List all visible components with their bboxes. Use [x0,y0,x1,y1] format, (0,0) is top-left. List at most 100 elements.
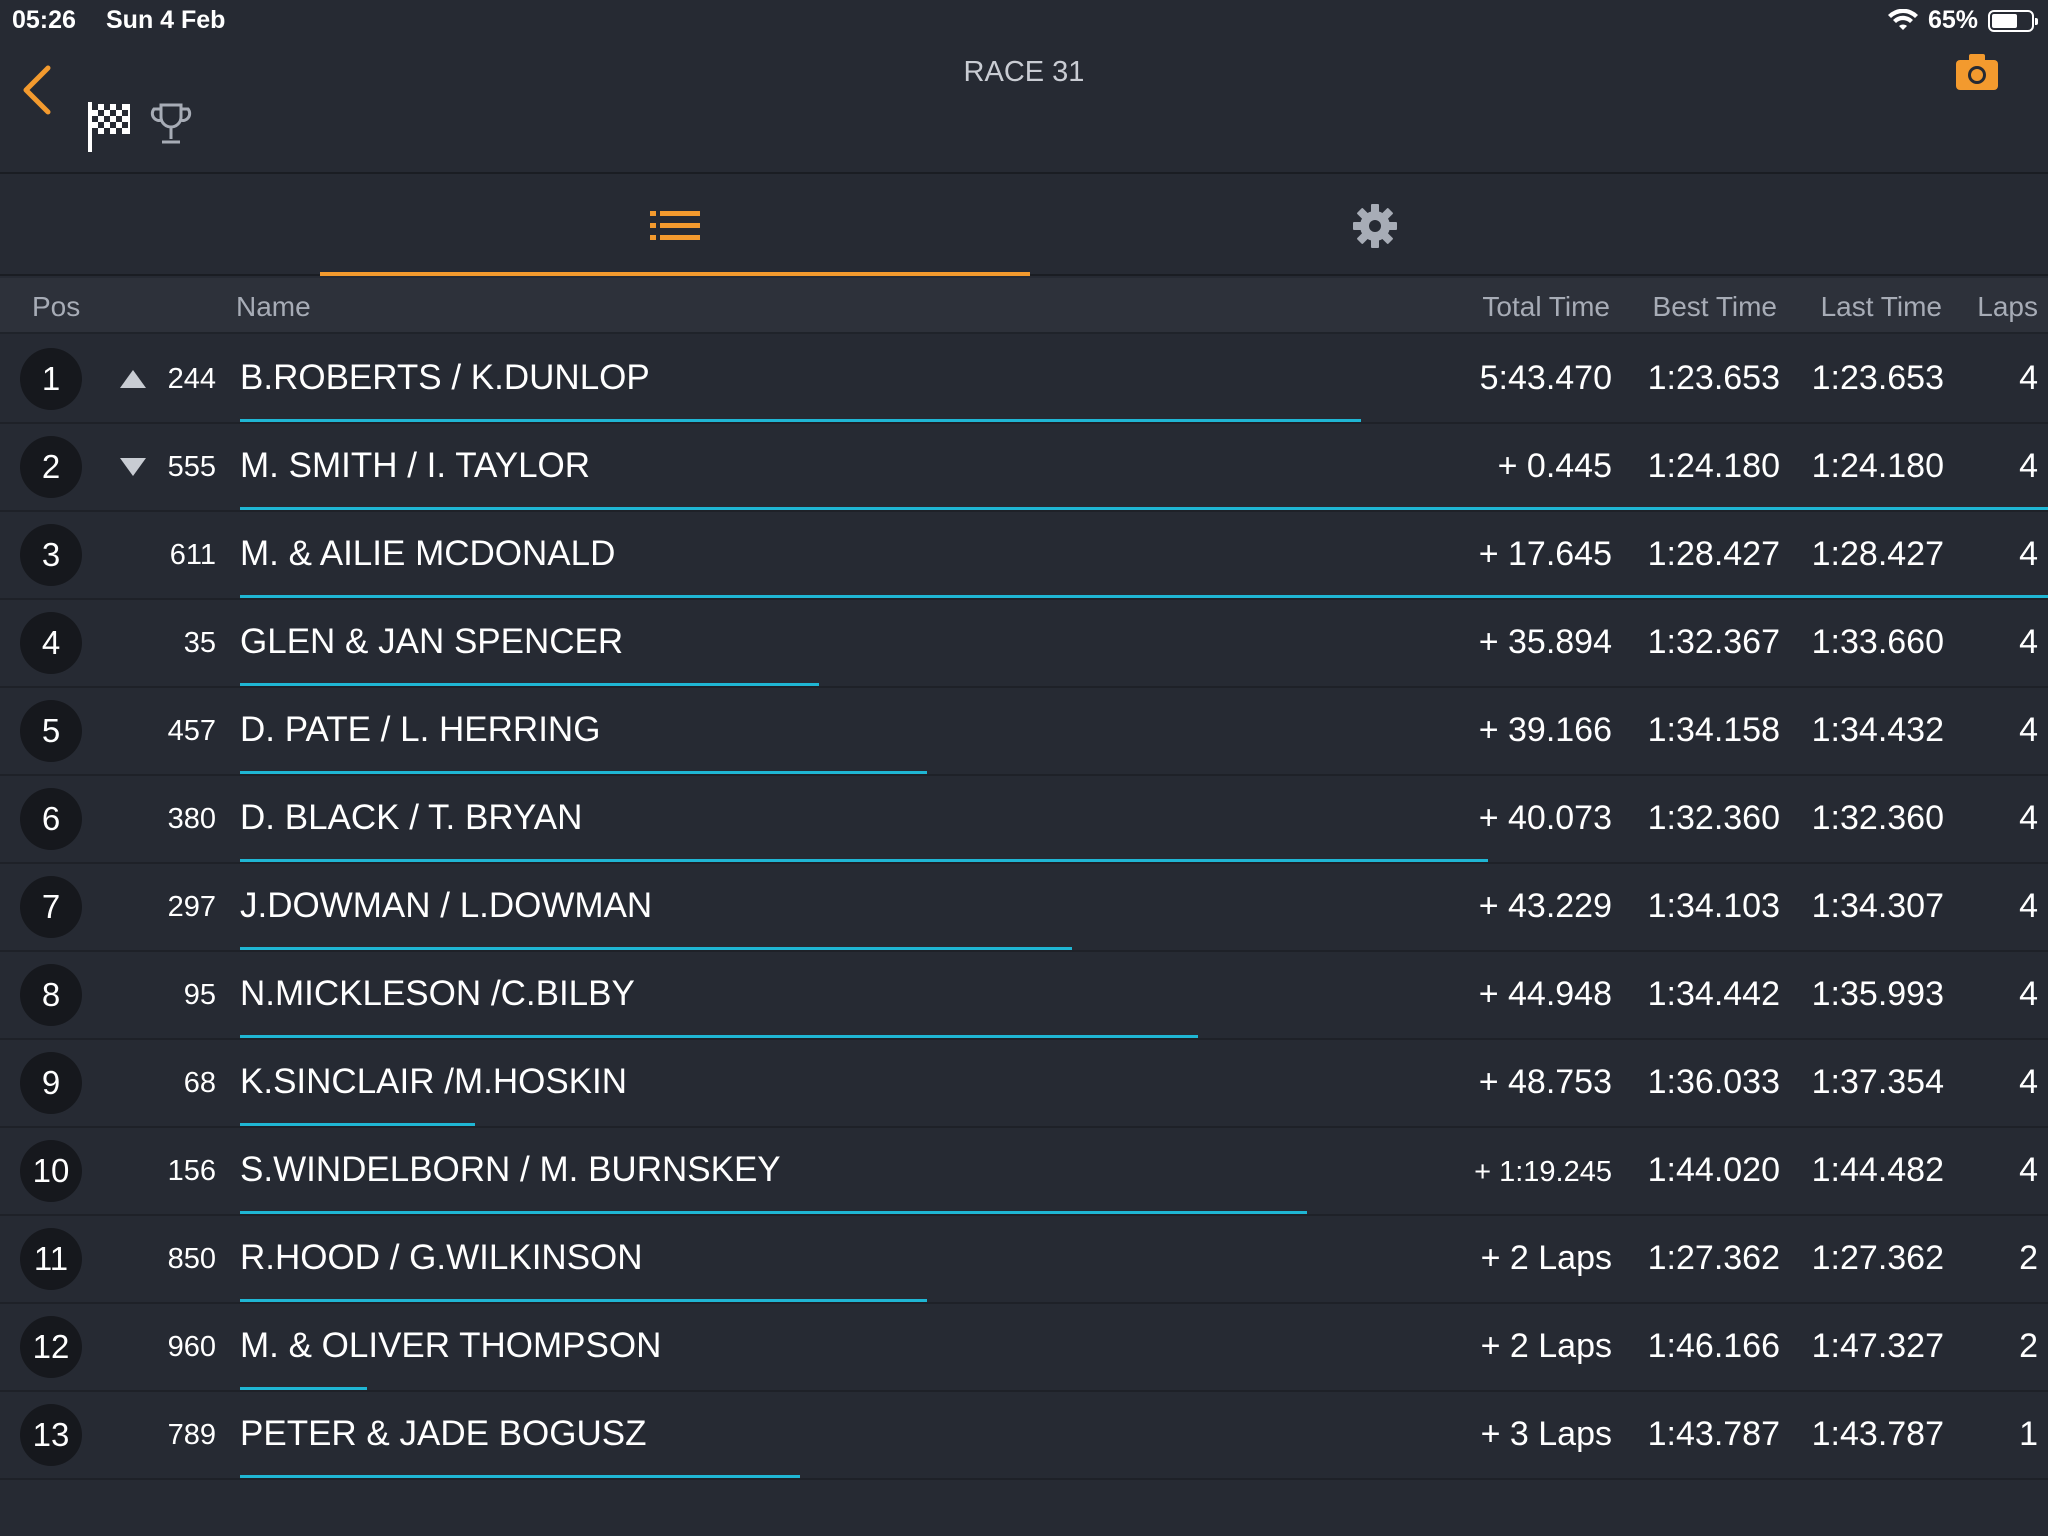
laps-count: 4 [2019,887,2038,925]
total-time: + 1:19.245 [1474,1156,1612,1188]
progress-track [240,1123,2048,1126]
column-name[interactable]: Name [236,291,311,322]
laps-count: 4 [2019,1151,2038,1189]
best-time: 1:28.427 [1647,535,1780,573]
total-time: + 3 Laps [1480,1415,1612,1453]
progress-bar [240,1123,476,1126]
tab-settings[interactable] [1020,176,1730,276]
driver-name: D. PATE / L. HERRING [240,710,601,749]
page-title: RACE 31 [963,56,1085,88]
progress-track [240,771,2048,774]
driver-name: M. & OLIVER THOMPSON [240,1326,662,1365]
checkered-flag-icon[interactable] [86,100,132,154]
column-total-time[interactable]: Total Time [1482,291,1610,322]
position-badge: 7 [20,876,82,938]
position-up-arrow-icon [120,370,146,388]
laps-count: 4 [2019,535,2038,573]
progress-track [240,859,2048,862]
best-time: 1:44.020 [1647,1151,1780,1189]
table-row[interactable]: 9 68 K.SINCLAIR /M.HOSKIN + 48.753 1:36.… [0,1040,2048,1128]
position-badge: 6 [20,788,82,850]
position-badge: 5 [20,700,82,762]
best-time: 1:34.158 [1647,711,1780,749]
last-time: 1:23.653 [1811,359,1944,397]
table-row[interactable]: 10 156 S.WINDELBORN / M. BURNSKEY + 1:19… [0,1128,2048,1216]
tab-bar [0,176,2048,276]
camera-icon[interactable] [1954,52,2000,92]
column-best-time[interactable]: Best Time [1652,291,1777,322]
kart-number: 35 [183,627,216,659]
results-list: 1 244 B.ROBERTS / K.DUNLOP 5:43.470 1:23… [0,336,2048,1480]
position-badge: 4 [20,612,82,674]
trophy-icon[interactable] [150,102,192,148]
progress-track [240,1299,2048,1302]
table-row[interactable]: 4 35 GLEN & JAN SPENCER + 35.894 1:32.36… [0,600,2048,688]
progress-bar [240,419,1361,422]
table-row[interactable]: 8 95 N.MICKLESON /C.BILBY + 44.948 1:34.… [0,952,2048,1040]
last-time: 1:43.787 [1811,1415,1944,1453]
table-row[interactable]: 7 297 J.DOWMAN / L.DOWMAN + 43.229 1:34.… [0,864,2048,952]
driver-name: M. SMITH / I. TAYLOR [240,446,591,485]
table-row[interactable]: 5 457 D. PATE / L. HERRING + 39.166 1:34… [0,688,2048,776]
table-row[interactable]: 13 789 PETER & JADE BOGUSZ + 3 Laps 1:43… [0,1392,2048,1480]
progress-bar [240,771,928,774]
best-time: 1:36.033 [1647,1063,1780,1101]
kart-number: 611 [169,539,216,571]
best-time: 1:34.442 [1647,975,1780,1013]
table-row[interactable]: 3 611 M. & AILIE MCDONALD + 17.645 1:28.… [0,512,2048,600]
progress-bar [240,507,2048,510]
laps-count: 1 [2019,1415,2038,1453]
laps-count: 4 [2019,1063,2038,1101]
last-time: 1:34.307 [1811,887,1944,925]
kart-number: 156 [167,1155,216,1187]
column-laps[interactable]: Laps [1977,291,2038,322]
position-badge: 12 [20,1316,82,1378]
laps-count: 2 [2019,1239,2038,1277]
last-time: 1:27.362 [1811,1239,1944,1277]
kart-number: 457 [167,715,216,747]
progress-track [240,1035,2048,1038]
driver-name: S.WINDELBORN / M. BURNSKEY [240,1150,781,1189]
table-row[interactable]: 12 960 M. & OLIVER THOMPSON + 2 Laps 1:4… [0,1304,2048,1392]
best-time: 1:24.180 [1647,447,1780,485]
progress-bar [240,1299,928,1302]
driver-name: R.HOOD / G.WILKINSON [240,1238,643,1277]
progress-track [240,1475,2048,1478]
list-icon [650,211,700,240]
table-row[interactable]: 6 380 D. BLACK / T. BRYAN + 40.073 1:32.… [0,776,2048,864]
column-header: Pos Name Total Time Best Time Last Time … [0,278,2048,334]
kart-number: 789 [167,1419,216,1451]
total-time: + 43.229 [1478,887,1612,925]
battery-fill [1992,13,2017,28]
progress-track [240,507,2048,510]
laps-count: 2 [2019,1327,2038,1365]
column-last-time[interactable]: Last Time [1820,291,1942,322]
progress-bar [240,1475,801,1478]
laps-count: 4 [2019,447,2038,485]
driver-name: N.MICKLESON /C.BILBY [240,974,635,1013]
total-time: + 48.753 [1478,1063,1612,1101]
bottom-area [0,1480,2048,1536]
laps-count: 4 [2019,711,2038,749]
progress-bar [240,947,1072,950]
table-row[interactable]: 2 555 M. SMITH / I. TAYLOR + 0.445 1:24.… [0,424,2048,512]
wifi-icon [1887,8,1918,30]
progress-track [240,947,2048,950]
driver-name: PETER & JADE BOGUSZ [240,1414,647,1453]
last-time: 1:47.327 [1811,1327,1944,1365]
last-time: 1:37.354 [1811,1063,1944,1101]
best-time: 1:23.653 [1647,359,1780,397]
last-time: 1:32.360 [1811,799,1944,837]
column-pos[interactable]: Pos [32,291,81,322]
driver-name: J.DOWMAN / L.DOWMAN [240,886,653,925]
chevron-left-icon[interactable] [18,60,58,120]
total-time: + 40.073 [1478,799,1612,837]
driver-name: K.SINCLAIR /M.HOSKIN [240,1062,628,1101]
header: RACE 31 [0,40,2048,174]
table-row[interactable]: 11 850 R.HOOD / G.WILKINSON + 2 Laps 1:2… [0,1216,2048,1304]
position-badge: 10 [20,1140,82,1202]
table-row[interactable]: 1 244 B.ROBERTS / K.DUNLOP 5:43.470 1:23… [0,336,2048,424]
kart-number: 960 [167,1331,216,1363]
tab-results-list[interactable] [320,176,1030,276]
battery-icon [1988,9,2038,32]
